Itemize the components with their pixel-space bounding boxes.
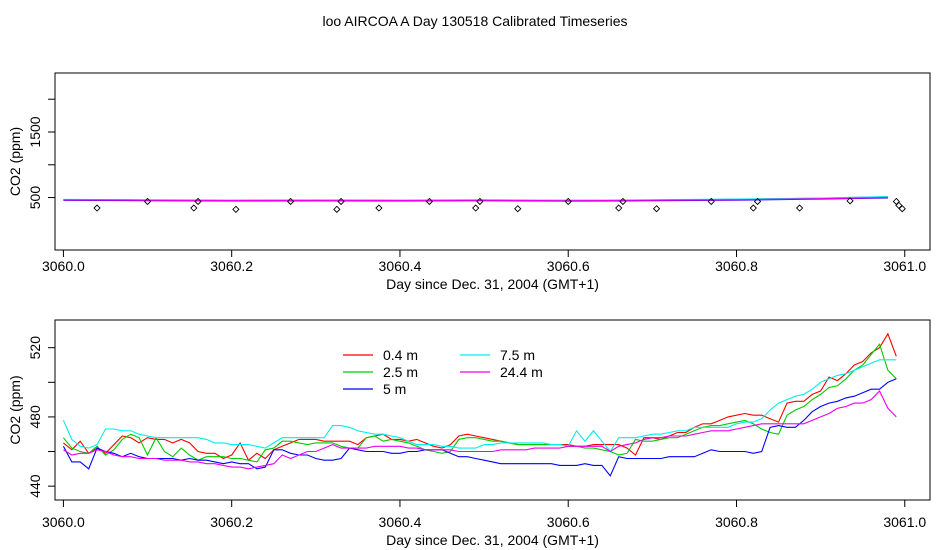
data-point-diamond <box>337 197 345 206</box>
x-axis-label: Day since Dec. 31, 2004 (GMT+1) <box>386 532 599 548</box>
y-tick-label: 520 <box>27 336 43 360</box>
data-point-diamond <box>892 197 900 206</box>
data-point-diamond <box>476 197 484 206</box>
y-axis-label: CO2 (ppm) <box>7 127 23 196</box>
top-panel: 3060.0 3060.2 3060.4 3060.6 3060.8 3061.0 500 1… <box>7 72 931 292</box>
plot-frame <box>54 319 931 501</box>
data-point-diamond <box>795 204 804 212</box>
legend-label: 2.5 m <box>383 364 418 380</box>
data-point-diamond <box>232 205 240 213</box>
data-point-diamond <box>286 197 295 206</box>
series-line-7-5-m <box>62 359 897 453</box>
y-tick-label: 500 <box>27 186 43 210</box>
plot-frame <box>54 72 931 251</box>
data-point-diamond <box>514 205 522 213</box>
x-tick-label: 3060.8 <box>715 258 758 274</box>
figure-title: loo AIRCOA A Day 130518 Calibrated Times… <box>322 13 627 29</box>
series-group <box>63 196 906 213</box>
data-point-diamond <box>190 204 198 212</box>
data-point-diamond <box>753 197 762 206</box>
data-point-diamond <box>895 201 903 210</box>
x-tick-label: 3060.2 <box>210 258 253 274</box>
legend-label: 5 m <box>383 381 406 397</box>
series-line-24-4-m <box>63 390 897 470</box>
legend-label: 7.5 m <box>500 347 535 363</box>
data-point-diamond <box>333 205 341 213</box>
x-tick-label: 3061.0 <box>883 514 926 530</box>
data-point-diamond <box>375 204 383 212</box>
x-tick-label: 3060.8 <box>715 514 758 530</box>
data-point-diamond <box>619 197 627 206</box>
data-point-diamond <box>846 197 854 205</box>
data-point-diamond <box>194 197 202 206</box>
data-point-diamond <box>749 204 757 212</box>
x-tick-label: 3060.6 <box>547 514 590 530</box>
data-point-diamond <box>93 204 101 212</box>
legend-label: 24.4 m <box>500 364 543 380</box>
y-tick-label: 480 <box>27 405 43 429</box>
y-axis-label: CO2 (ppm) <box>7 375 23 444</box>
x-tick-label: 3060.4 <box>379 258 422 274</box>
data-point-diamond <box>564 197 572 206</box>
y-tick-label: 440 <box>27 474 43 498</box>
x-tick-label: 3060.4 <box>379 514 422 530</box>
series-line-0-4-m <box>63 332 897 462</box>
x-tick-label: 3060.0 <box>42 258 85 274</box>
series-line-2-5-m <box>62 343 897 463</box>
legend: 0.4 m2.5 m5 m 7.5 m24.4 m <box>343 347 543 397</box>
data-point-diamond <box>425 197 434 206</box>
data-point-diamond <box>615 204 623 212</box>
y-tick-label: 1500 <box>27 116 43 147</box>
series-group <box>62 332 897 477</box>
data-point-diamond <box>898 205 906 213</box>
x-tick-label: 3060.0 <box>42 514 85 530</box>
x-tick-label: 3060.2 <box>210 514 253 530</box>
data-point-diamond <box>707 197 715 206</box>
x-tick-label: 3061.0 <box>883 258 926 274</box>
x-axis-label: Day since Dec. 31, 2004 (GMT+1) <box>386 276 599 292</box>
data-point-diamond <box>652 205 661 213</box>
x-tick-label: 3060.6 <box>547 258 590 274</box>
bottom-panel: 3060.0 3060.2 3060.4 3060.6 3060.8 3061.0 440 4… <box>7 319 931 548</box>
series-line-5 <box>63 197 888 202</box>
data-point-diamond <box>472 204 480 212</box>
data-point-diamond <box>143 197 152 206</box>
series-line-5-m <box>62 378 897 477</box>
legend-label: 0.4 m <box>383 347 418 363</box>
